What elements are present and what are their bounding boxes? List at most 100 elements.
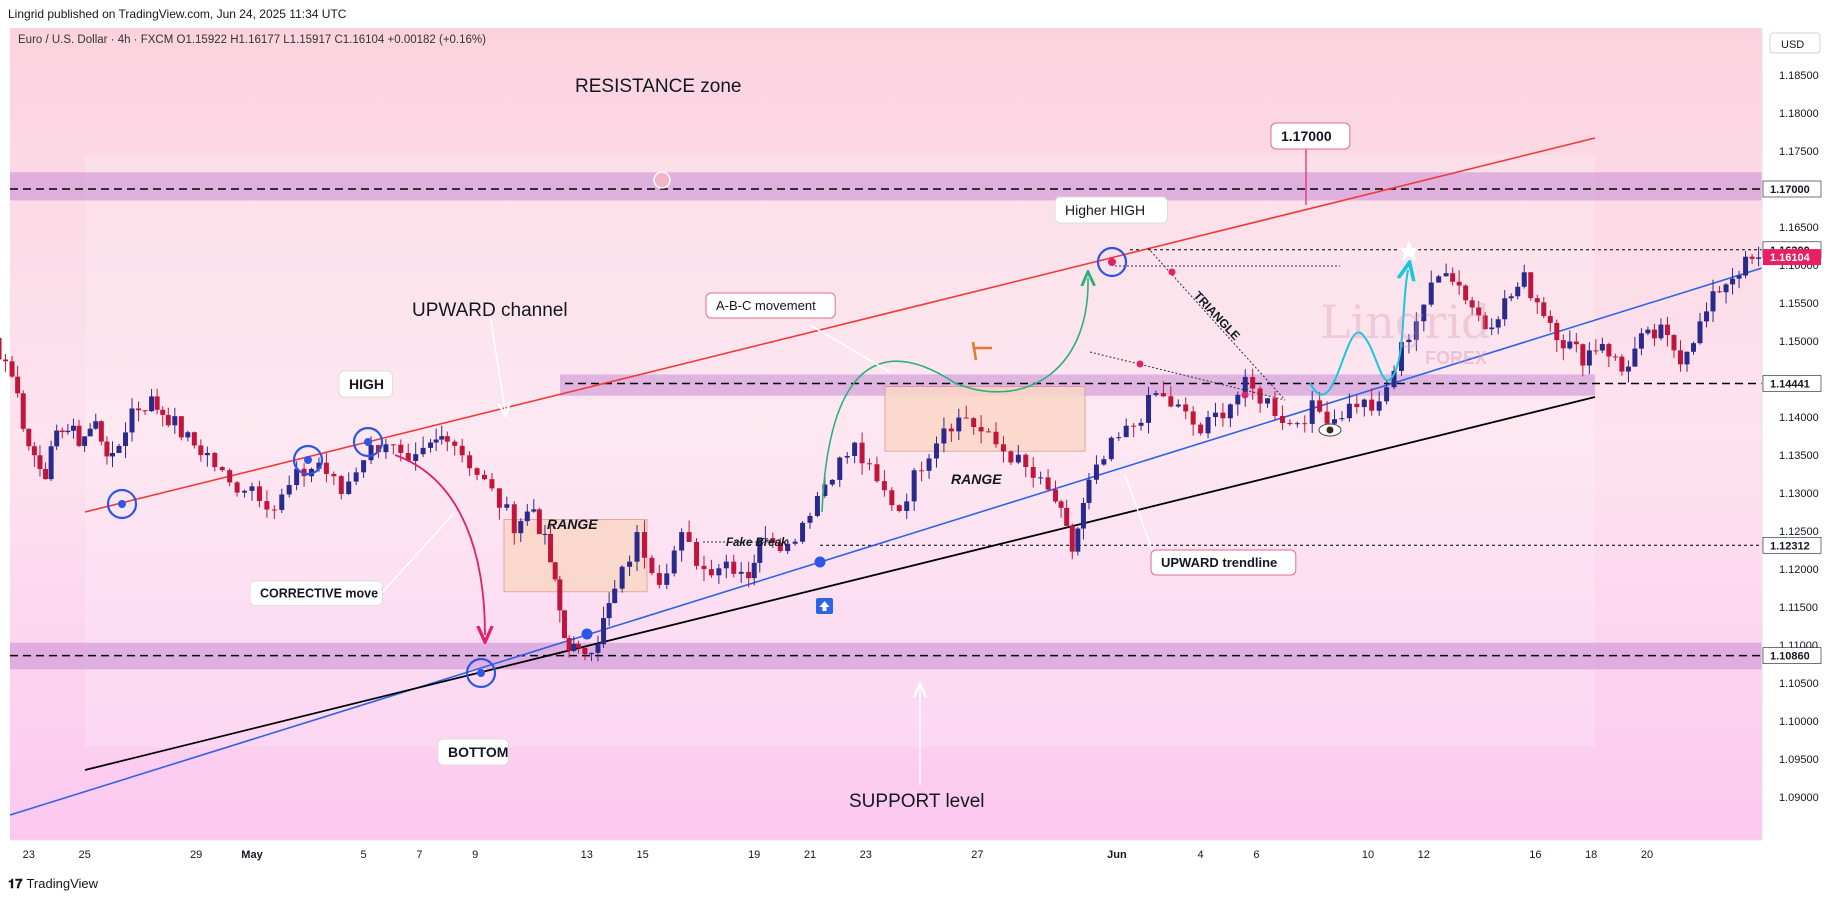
candle-body	[346, 481, 352, 494]
price-tag-box	[1762, 180, 1822, 198]
abc-projection-path	[821, 278, 1088, 513]
upward-trendline-blue	[9, 267, 1763, 816]
price-tick-label: 1.18000	[1779, 108, 1819, 120]
candle-body	[65, 430, 71, 433]
candle-body	[1664, 324, 1670, 336]
candle-body	[43, 468, 49, 480]
candle-body	[1354, 403, 1360, 408]
price-tag-box	[1762, 375, 1822, 392]
candle-body	[1227, 404, 1233, 419]
candle-body	[1580, 344, 1586, 366]
candle-body	[1391, 370, 1397, 388]
time-axis-bg	[10, 840, 1762, 868]
candle-body	[1053, 489, 1059, 502]
candle-body	[390, 444, 396, 446]
candle-body	[1756, 257, 1762, 259]
candle-body	[785, 543, 791, 551]
candle-body	[777, 542, 783, 551]
candle-body	[165, 414, 171, 426]
time-tick-label: 12	[1418, 849, 1430, 861]
candle-body	[256, 486, 262, 502]
candle-body	[814, 495, 820, 516]
time-tick-label: 29	[190, 849, 202, 861]
candle-body	[1554, 322, 1560, 341]
corrective-label: CORRECTIVE move	[260, 587, 378, 601]
corrective-arrow	[394, 454, 485, 635]
candle-body	[353, 472, 359, 482]
candle-body	[859, 442, 865, 464]
candle-body	[405, 452, 411, 461]
candle-body	[1080, 502, 1086, 529]
time-tick-label: 19	[748, 849, 760, 861]
candle-body	[279, 494, 285, 510]
candle-body	[104, 441, 110, 457]
price-tag-label: 1.12312	[1770, 540, 1810, 552]
candle-body	[54, 430, 60, 447]
candle-body	[1606, 344, 1612, 357]
candle-body	[87, 428, 93, 437]
candle-body	[116, 445, 122, 454]
candle-body	[1573, 341, 1579, 345]
candle-body	[1131, 425, 1137, 427]
time-tick-label: 13	[581, 849, 593, 861]
candle-body	[172, 416, 178, 426]
candle-body	[1108, 437, 1114, 460]
trend-touch-dot-0	[581, 628, 593, 640]
pivot-circle-3	[465, 657, 497, 689]
candle-body	[1153, 393, 1159, 395]
range-box-2	[884, 386, 1086, 452]
support-line-black	[84, 396, 1596, 771]
triangle-dot-2	[1241, 391, 1249, 399]
candle-body	[770, 538, 776, 543]
candle-body	[338, 476, 344, 494]
footer-bar: 𝟏𝟕 TradingView	[0, 868, 1835, 902]
candle-body	[536, 509, 542, 535]
candle-body	[1632, 348, 1638, 367]
star-icon	[1398, 240, 1420, 261]
corrective-label-box	[249, 580, 383, 606]
resistance-zone-label: RESISTANCE zone	[575, 76, 741, 97]
candle-body	[9, 361, 15, 377]
candle-body	[1205, 417, 1211, 434]
candle-body	[264, 501, 270, 510]
candle-body	[82, 436, 88, 446]
candle-body	[1242, 376, 1248, 395]
tradingview-logo[interactable]: 𝟏𝟕 TradingView	[8, 876, 98, 892]
price-tick-label: 1.10000	[1779, 716, 1819, 728]
candle-body	[1038, 477, 1044, 479]
candle-body	[800, 522, 806, 542]
candle-body	[383, 444, 389, 453]
candle-body	[1508, 296, 1514, 299]
abc-label: A-B-C movement	[716, 298, 816, 313]
future-projection-path	[1309, 270, 1408, 396]
candle-body	[1482, 315, 1488, 330]
range-label-2: RANGE	[951, 471, 1002, 487]
pivot-dot-0	[118, 500, 126, 508]
price-axis-bg	[1762, 28, 1835, 840]
candle-body	[1093, 464, 1099, 480]
candle-body	[548, 533, 554, 563]
time-tick-label: 18	[1585, 849, 1597, 861]
upward-channel-label: UPWARD channel	[412, 300, 568, 321]
candle-body	[1515, 286, 1521, 297]
candle-body	[1619, 356, 1625, 372]
candle-body	[398, 444, 404, 453]
candle-body	[1730, 278, 1736, 285]
candle-body	[844, 455, 850, 458]
candle-body	[904, 501, 910, 511]
candle-body	[1406, 339, 1412, 343]
price-tag-box	[1762, 536, 1822, 554]
price-tag-box	[1763, 249, 1821, 266]
candle-body	[746, 571, 752, 579]
candle-body	[986, 431, 992, 433]
price-tick-label: 1.12500	[1779, 526, 1819, 538]
candle-body	[595, 644, 601, 653]
target-label: 1.17000	[1281, 128, 1332, 144]
candle-body	[1567, 341, 1573, 349]
candle-body	[129, 408, 135, 433]
candle-body	[1064, 507, 1070, 526]
candle-body	[1691, 343, 1696, 352]
candle-body	[160, 409, 166, 415]
currency-selector[interactable]	[1769, 32, 1821, 54]
